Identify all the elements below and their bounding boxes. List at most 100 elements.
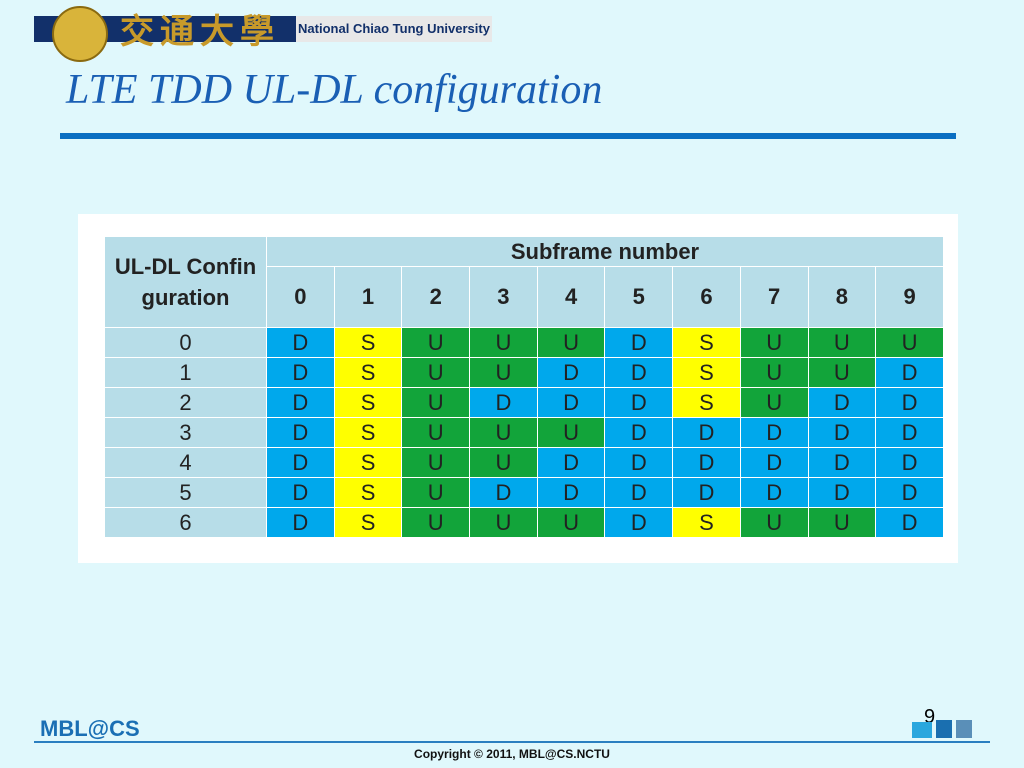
cell: U bbox=[469, 507, 538, 538]
column-header: 6 bbox=[672, 266, 741, 328]
title: LTE TDD UL-DL configuration bbox=[66, 67, 603, 113]
cell: U bbox=[469, 417, 538, 448]
cell: D bbox=[807, 477, 877, 508]
row-label: 2 bbox=[104, 387, 267, 418]
corner-header: UL-DL Confinguration bbox=[104, 236, 267, 328]
cell: S bbox=[333, 447, 403, 478]
cell: D bbox=[266, 327, 335, 358]
title-rule bbox=[60, 133, 956, 139]
cell: U bbox=[807, 327, 877, 358]
column-header: 1 bbox=[333, 266, 403, 328]
row-label: 0 bbox=[104, 327, 267, 358]
cell: S bbox=[672, 387, 741, 418]
header-row: UL-DL Confinguration Subframe number bbox=[104, 236, 944, 328]
cell: D bbox=[604, 357, 674, 388]
cell: U bbox=[807, 507, 877, 538]
cell: D bbox=[604, 507, 674, 538]
cell: D bbox=[807, 387, 877, 418]
page-number: 9 bbox=[924, 706, 936, 728]
row-label: 3 bbox=[104, 417, 267, 448]
cell: U bbox=[536, 417, 606, 448]
cell: U bbox=[401, 357, 471, 388]
cell: U bbox=[401, 327, 471, 358]
cell: D bbox=[266, 417, 335, 448]
deco bbox=[936, 720, 952, 738]
group-header: Subframe number bbox=[266, 236, 944, 267]
cell: D bbox=[266, 447, 335, 478]
config-table: UL-DL Confinguration Subframe number 0 1 2 3 4… bbox=[104, 236, 944, 538]
cell: S bbox=[333, 357, 403, 388]
cell: U bbox=[536, 507, 606, 538]
row-label: 1 bbox=[104, 357, 267, 388]
cell: U bbox=[401, 387, 471, 418]
cell: D bbox=[536, 387, 606, 418]
cell: U bbox=[536, 327, 606, 358]
cell: S bbox=[333, 327, 403, 358]
deco bbox=[912, 722, 932, 738]
cell: D bbox=[604, 477, 674, 508]
cell: D bbox=[469, 477, 538, 508]
cell: U bbox=[739, 507, 809, 538]
cell: U bbox=[875, 327, 944, 358]
cell: D bbox=[672, 447, 741, 478]
column-header: 4 bbox=[536, 266, 606, 328]
cell: S bbox=[333, 477, 403, 508]
brand: MBL@CS bbox=[40, 716, 140, 741]
cell: U bbox=[469, 447, 538, 478]
cell: S bbox=[333, 417, 403, 448]
cell: D bbox=[739, 417, 809, 448]
cell: S bbox=[672, 357, 741, 388]
column-header: 5 bbox=[604, 266, 674, 328]
column-header: 8 bbox=[807, 266, 877, 328]
cell: D bbox=[875, 447, 944, 478]
cell: D bbox=[469, 387, 538, 418]
cell: S bbox=[333, 507, 403, 538]
cell: D bbox=[807, 447, 877, 478]
column-header: 2 bbox=[401, 266, 471, 328]
cell: D bbox=[604, 327, 674, 358]
cell: U bbox=[739, 327, 809, 358]
cell: D bbox=[536, 477, 606, 508]
cell: D bbox=[807, 417, 877, 448]
column-header: 9 bbox=[875, 266, 944, 328]
cell: D bbox=[266, 387, 335, 418]
cell: D bbox=[672, 477, 741, 508]
english-name: National Chiao Tung University bbox=[296, 16, 492, 42]
cell: U bbox=[401, 477, 471, 508]
cell: D bbox=[266, 477, 335, 508]
cell: S bbox=[672, 327, 741, 358]
cell: D bbox=[536, 447, 606, 478]
logo bbox=[52, 6, 108, 62]
row-label: 6 bbox=[104, 507, 267, 538]
column-header: 3 bbox=[469, 266, 538, 328]
cell: D bbox=[875, 357, 944, 388]
deco bbox=[956, 720, 972, 738]
row-label: 4 bbox=[104, 447, 267, 478]
cell: D bbox=[604, 387, 674, 418]
cell: U bbox=[739, 387, 809, 418]
cell: D bbox=[739, 477, 809, 508]
chinese-name: 交通大學 bbox=[120, 12, 280, 52]
cell: D bbox=[875, 417, 944, 448]
column-header: 7 bbox=[739, 266, 809, 328]
column-header: 0 bbox=[266, 266, 335, 328]
cell: D bbox=[604, 417, 674, 448]
cell: D bbox=[875, 507, 944, 538]
cell: U bbox=[401, 447, 471, 478]
cell: S bbox=[333, 387, 403, 418]
cell: D bbox=[536, 357, 606, 388]
footer-rule bbox=[34, 741, 990, 743]
row-label: 5 bbox=[104, 477, 267, 508]
cell: U bbox=[807, 357, 877, 388]
cell: U bbox=[739, 357, 809, 388]
cell: S bbox=[672, 507, 741, 538]
